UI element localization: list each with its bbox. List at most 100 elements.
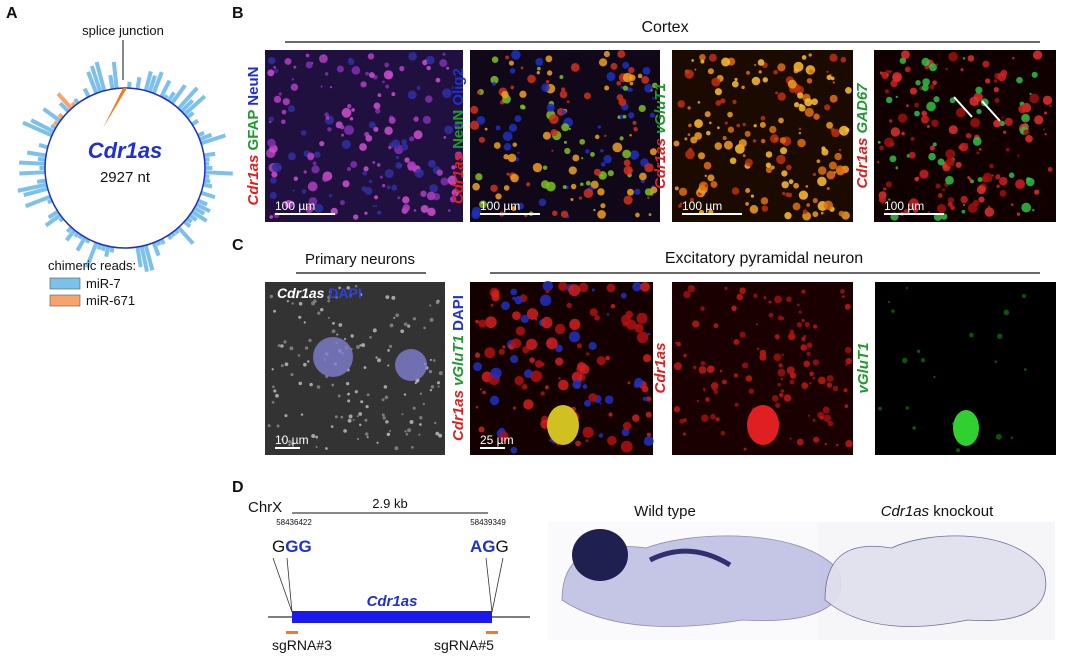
- cell: [724, 286, 728, 290]
- cell: [423, 326, 426, 330]
- cell: [489, 395, 500, 406]
- cell: [1018, 104, 1027, 114]
- cell: [570, 183, 577, 190]
- cell: [721, 57, 731, 67]
- cell: [985, 78, 991, 84]
- cell: [327, 316, 330, 319]
- cell: [307, 152, 315, 160]
- cell: [419, 416, 423, 420]
- cell: [777, 63, 786, 72]
- cell: [968, 178, 972, 181]
- cell: [887, 300, 891, 304]
- cell: [997, 333, 1003, 339]
- read-bar: [56, 92, 73, 110]
- cell: [426, 65, 431, 71]
- cell: [349, 117, 354, 121]
- cell: [546, 70, 553, 76]
- read-bar: [139, 245, 149, 273]
- cell: [1042, 128, 1045, 131]
- cell: [356, 415, 359, 418]
- cell: [606, 313, 610, 316]
- cell: [632, 120, 637, 125]
- cell: [744, 130, 751, 137]
- cell: [352, 418, 355, 421]
- micrograph: [469, 50, 660, 222]
- cell: [510, 85, 515, 90]
- cell: [429, 304, 432, 307]
- cell: [886, 73, 889, 76]
- cell: [435, 431, 440, 436]
- cell: [510, 446, 518, 454]
- cell: [694, 119, 703, 128]
- cell: [401, 413, 404, 416]
- cell: [646, 432, 651, 437]
- cell: [982, 172, 993, 183]
- stain-word: GAD67: [854, 83, 871, 134]
- cell: [555, 344, 563, 353]
- read-bar: [85, 241, 99, 269]
- cell: [774, 295, 782, 304]
- cell: [607, 435, 617, 446]
- cell: [359, 344, 362, 347]
- cell: [751, 76, 761, 86]
- cell: [754, 63, 757, 67]
- cell: [704, 111, 711, 118]
- cell: [976, 108, 982, 115]
- guide-line: [272, 557, 293, 613]
- cell: [1032, 50, 1043, 60]
- cell: [559, 74, 564, 79]
- cell: [564, 147, 571, 155]
- cell: [909, 87, 917, 95]
- cell: [796, 438, 804, 446]
- cell: [920, 357, 926, 363]
- stain-word: vGluT1: [450, 335, 467, 386]
- cell: [945, 149, 956, 160]
- cell: [470, 105, 479, 114]
- cell: [801, 55, 807, 60]
- cell: [478, 426, 485, 433]
- cell: [280, 364, 284, 368]
- read-bar: [108, 74, 115, 90]
- cell: [579, 138, 586, 145]
- cell: [905, 286, 908, 290]
- cell: [427, 207, 436, 217]
- cell: [1001, 116, 1004, 119]
- cell: [998, 176, 1008, 186]
- cell: [495, 125, 501, 131]
- cell: [583, 92, 591, 100]
- read-bar: [151, 71, 164, 95]
- cell: [1003, 309, 1010, 316]
- cell: [715, 100, 722, 106]
- read-bar: [159, 238, 166, 245]
- cell: [731, 187, 740, 195]
- cell: [1021, 202, 1032, 213]
- cell: [585, 149, 590, 154]
- panel-label: D: [232, 479, 244, 496]
- cell: [268, 116, 275, 122]
- cell: [503, 143, 512, 151]
- cell: [773, 353, 782, 362]
- cell: [306, 360, 310, 363]
- cell: [571, 371, 583, 383]
- cell: [327, 299, 331, 303]
- cell: [1016, 212, 1021, 216]
- cell: [270, 177, 277, 184]
- cell: [341, 139, 351, 149]
- cell: [632, 282, 642, 292]
- cell: [908, 151, 916, 159]
- cell: [536, 71, 540, 75]
- cell: [945, 157, 955, 167]
- cell: [812, 359, 819, 366]
- cell: [268, 56, 276, 65]
- cell: [1021, 293, 1027, 299]
- cell: [391, 139, 401, 149]
- cell: [492, 81, 496, 86]
- sgrna-label: sgRNA#5: [434, 637, 494, 653]
- cell: [273, 389, 277, 393]
- cell: [843, 388, 848, 393]
- cell: [416, 86, 421, 90]
- chrom-label: ChrX: [248, 499, 282, 516]
- cell: [580, 182, 584, 187]
- cell: [878, 195, 886, 204]
- cell: [297, 354, 301, 357]
